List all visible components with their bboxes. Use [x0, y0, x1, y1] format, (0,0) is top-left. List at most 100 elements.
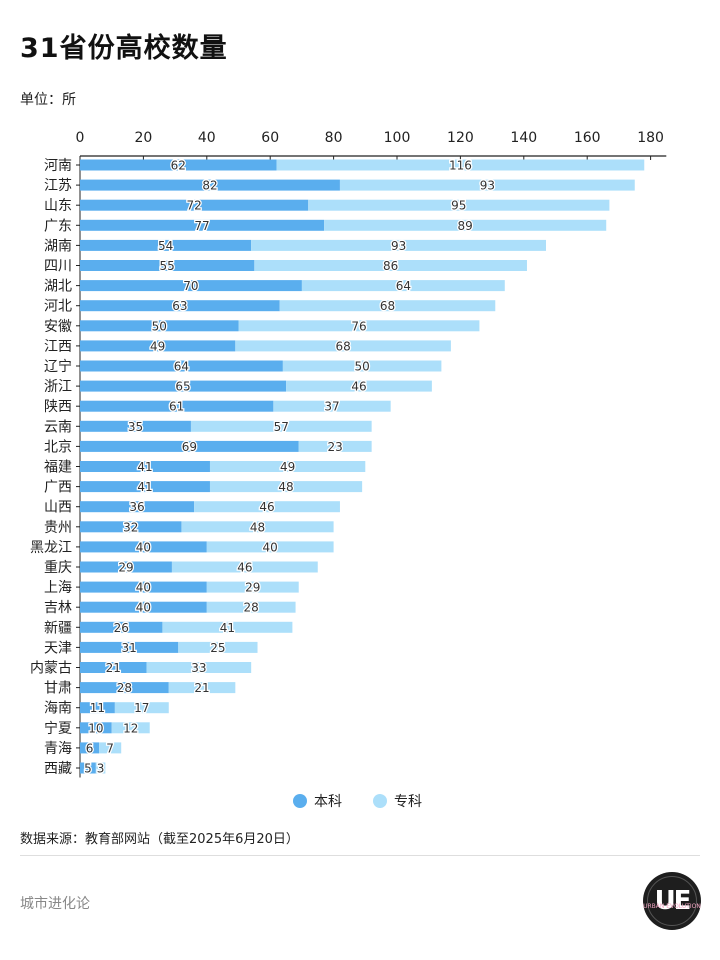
bar-vocational — [308, 199, 610, 211]
bar-vocational — [194, 501, 340, 513]
value-label-undergrad: 62 — [171, 159, 186, 173]
bar-vocational — [298, 440, 372, 452]
category-label: 河北 — [44, 299, 72, 315]
bar-vocational — [238, 320, 480, 332]
value-label-vocational: 23 — [328, 440, 343, 454]
value-label-vocational: 25 — [210, 641, 225, 655]
value-label-undergrad: 61 — [169, 400, 184, 414]
bar-vocational — [206, 601, 296, 613]
x-tick-label: 80 — [325, 130, 343, 146]
category-label: 贵州 — [44, 520, 72, 536]
category-label: 河南 — [44, 158, 72, 174]
category-label: 湖北 — [44, 279, 72, 295]
value-label-vocational: 33 — [191, 661, 206, 675]
value-label-vocational: 89 — [458, 219, 473, 233]
x-tick-label: 140 — [510, 130, 537, 146]
bar-vocational — [190, 420, 372, 432]
value-label-vocational: 57 — [274, 420, 289, 434]
bar-undergrad — [80, 300, 280, 312]
bar-undergrad — [80, 662, 147, 673]
value-label-vocational: 76 — [351, 319, 366, 333]
bar-vocational — [324, 219, 607, 231]
value-label-undergrad: 40 — [136, 601, 151, 615]
value-label-undergrad: 28 — [117, 681, 132, 695]
category-label: 北京 — [44, 439, 72, 455]
value-label-undergrad: 11 — [90, 701, 105, 715]
bar-undergrad — [80, 260, 255, 271]
bar-undergrad — [80, 742, 100, 754]
legend-swatch-vocational — [373, 794, 387, 808]
bar-vocational — [286, 380, 432, 392]
category-label: 湖南 — [44, 238, 72, 254]
bar-vocational — [339, 179, 635, 191]
value-label-vocational: 95 — [451, 199, 466, 213]
category-label: 黑龙江 — [30, 540, 72, 556]
bar-undergrad — [80, 481, 210, 493]
brand-logo: UE URBAN EVOLUTION — [643, 872, 701, 930]
bar-vocational — [251, 239, 546, 251]
category-label: 四川 — [44, 259, 72, 275]
bar-vocational — [206, 541, 334, 553]
bar-vocational — [162, 621, 293, 633]
bar-vocational — [209, 481, 363, 493]
value-label-vocational: 46 — [351, 380, 366, 394]
unit-label: 单位：所 — [20, 92, 76, 108]
value-label-undergrad: 40 — [136, 581, 151, 595]
bar-vocational — [254, 260, 527, 271]
value-label-undergrad: 69 — [182, 440, 197, 454]
bar-undergrad — [80, 621, 163, 633]
category-label: 山西 — [44, 500, 72, 516]
value-label-vocational: 21 — [194, 681, 209, 695]
bar-vocational — [301, 280, 505, 292]
x-tick-label: 100 — [384, 130, 411, 146]
category-label: 江西 — [44, 339, 72, 355]
x-tick-label: 60 — [261, 130, 279, 146]
category-label: 上海 — [44, 580, 72, 596]
legend-label-vocational: 专科 — [394, 794, 422, 810]
value-label-vocational: 93 — [480, 179, 495, 193]
value-label-undergrad: 63 — [172, 299, 187, 313]
bar-undergrad — [80, 682, 169, 694]
value-label-undergrad: 70 — [183, 279, 198, 293]
category-label: 吉林 — [44, 600, 72, 616]
bar-undergrad — [80, 400, 274, 412]
value-label-undergrad: 64 — [174, 360, 189, 374]
value-label-undergrad: 32 — [123, 520, 138, 534]
x-tick-label: 20 — [134, 130, 152, 146]
bar-undergrad — [80, 762, 96, 774]
value-label-vocational: 37 — [324, 400, 339, 414]
bar-undergrad — [80, 320, 239, 332]
bar-undergrad — [80, 440, 299, 452]
data-source-note: 数据来源：教育部网站（截至2025年6月20日） — [20, 832, 299, 847]
value-label-undergrad: 72 — [186, 199, 201, 213]
value-label-vocational: 48 — [278, 480, 293, 494]
bar-undergrad — [80, 420, 191, 432]
bar-vocational — [181, 521, 334, 533]
value-label-vocational: 49 — [280, 460, 295, 474]
bar-vocational — [206, 581, 299, 593]
value-label-undergrad: 41 — [137, 480, 152, 494]
bar-vocational — [95, 762, 106, 774]
bar-vocational — [111, 722, 150, 734]
value-label-vocational: 64 — [396, 279, 411, 293]
category-label: 江苏 — [44, 178, 72, 194]
bar-undergrad — [80, 601, 207, 613]
bar-vocational — [273, 400, 391, 412]
value-label-vocational: 41 — [220, 621, 235, 635]
bar-vocational — [209, 461, 366, 472]
bar-undergrad — [80, 641, 179, 653]
value-label-vocational: 68 — [335, 339, 350, 353]
value-label-vocational: 93 — [391, 239, 406, 253]
value-label-undergrad: 55 — [160, 259, 175, 273]
bar-vocational — [282, 360, 442, 372]
bar-undergrad — [80, 360, 283, 372]
category-label: 新疆 — [44, 620, 72, 636]
footer-brand: 城市进化论 — [20, 896, 90, 912]
value-label-vocational: 46 — [259, 500, 274, 514]
bar-vocational — [146, 662, 252, 673]
value-label-vocational: 28 — [244, 601, 259, 615]
value-label-vocational: 40 — [263, 540, 278, 554]
bar-undergrad — [80, 461, 210, 472]
value-label-vocational: 29 — [245, 581, 260, 595]
value-label-undergrad: 82 — [202, 179, 217, 193]
